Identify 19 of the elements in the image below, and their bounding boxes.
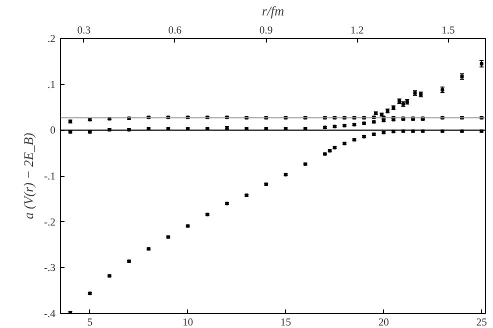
x2-tick-label: 0.3	[77, 26, 91, 36]
x2-tick-label: 1.2	[350, 26, 364, 36]
y-tick-label: -.3	[44, 263, 56, 274]
x2-tick-label: 0.6	[168, 26, 182, 36]
y-tick-label: .2	[48, 34, 56, 45]
y-tick-label: .1	[48, 80, 56, 91]
x-tick-label: 10	[182, 318, 194, 328]
y-tick-label: -.2	[44, 217, 56, 228]
x-tick-label: 20	[378, 318, 389, 328]
y-tick-label: -.1	[44, 172, 56, 182]
x2-tick-label: 1.5	[442, 26, 455, 36]
x-tick-label: 5	[87, 318, 93, 328]
x2-axis-title: r/fm	[262, 4, 284, 18]
x-tick-label: 15	[280, 318, 292, 328]
x-tick-label: 25	[476, 318, 487, 328]
y-axis-title: a (V(r) − 2E_B)	[20, 132, 36, 220]
x2-tick-label: 0.9	[259, 26, 273, 36]
y-tick-label: -.4	[44, 309, 56, 320]
y-tick-label: 0	[50, 126, 56, 137]
